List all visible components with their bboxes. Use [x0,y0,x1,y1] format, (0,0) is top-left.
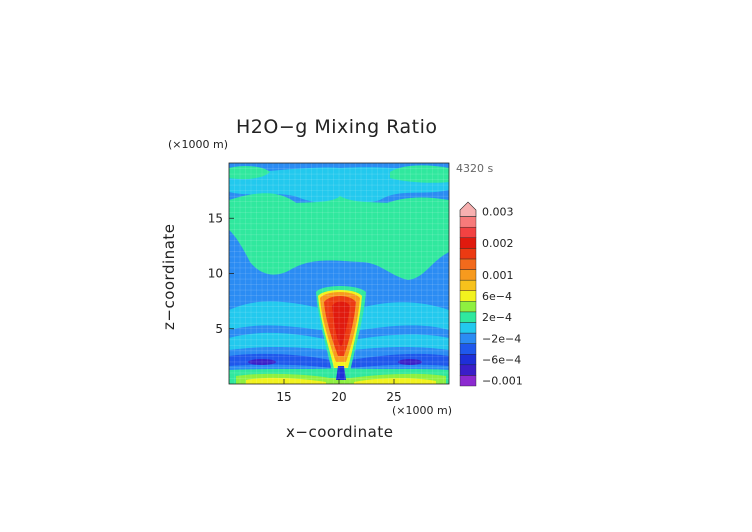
colorbar-swatch [459,269,477,281]
field-ground-yellow-right [354,378,436,384]
colorbar-label: 2e−4 [482,311,512,324]
colorbar-label: 0.003 [482,205,514,218]
colorbar-label: −6e−4 [482,354,521,367]
x-tick-label: 20 [331,390,346,404]
grid-layer [229,163,449,384]
colorbar-swatch [459,226,477,238]
plume-core [332,301,350,346]
tick-layer: 15 20 25 5 10 15 [208,211,402,404]
chart-title: H2O−g Mixing Ratio [236,116,438,138]
colorbar-swatch-top [459,201,477,217]
field-purple-right [398,359,422,365]
field-purple-left [248,359,276,365]
colorbar-label: 0.002 [482,237,514,250]
x-tick-label: 25 [386,390,401,404]
colorbar-swatch [459,343,477,355]
field-green-topleft [229,166,270,180]
colorbar-label: 0.001 [482,269,514,282]
colorbar: −0.001 −6e−4 −2e−4 2e−4 6e−4 0.001 0.002 0.003 [459,201,523,388]
colorbar-swatch [459,258,477,270]
colorbar-swatch [459,248,477,260]
field-green-topright [390,165,449,183]
colorbar-swatch [459,216,477,228]
colorbar-swatch [459,311,477,323]
y-tick-label: 10 [208,267,223,281]
field-green-band [258,196,424,215]
field-green-upper [229,193,449,280]
colorbar-label: −0.001 [482,375,523,388]
colorbar-swatch [459,364,477,376]
x-tick-label: 15 [276,390,291,404]
colorbar-swatch [459,322,477,334]
colorbar-swatch [459,375,477,387]
colorbar-label: 6e−4 [482,290,512,303]
x-unit-label: (×1000 m) [392,404,453,417]
y-tick-label: 15 [208,211,223,225]
plume-stem [336,366,346,380]
x-axis-title: x−coordinate [286,423,394,441]
colorbar-swatch [459,332,477,344]
colorbar-swatch [459,279,477,291]
colorbar-swatch [459,301,477,313]
y-unit-label: (×1000 m) [168,138,229,151]
field-ground-yellow-left [246,377,326,384]
colorbar-label: −2e−4 [482,332,521,345]
field-layer [229,163,449,384]
colorbar-swatch [459,290,477,302]
colorbar-swatch [459,354,477,366]
time-label: 4320 s [456,162,494,175]
y-tick-label: 5 [215,322,223,336]
colorbar-swatch [459,237,477,249]
